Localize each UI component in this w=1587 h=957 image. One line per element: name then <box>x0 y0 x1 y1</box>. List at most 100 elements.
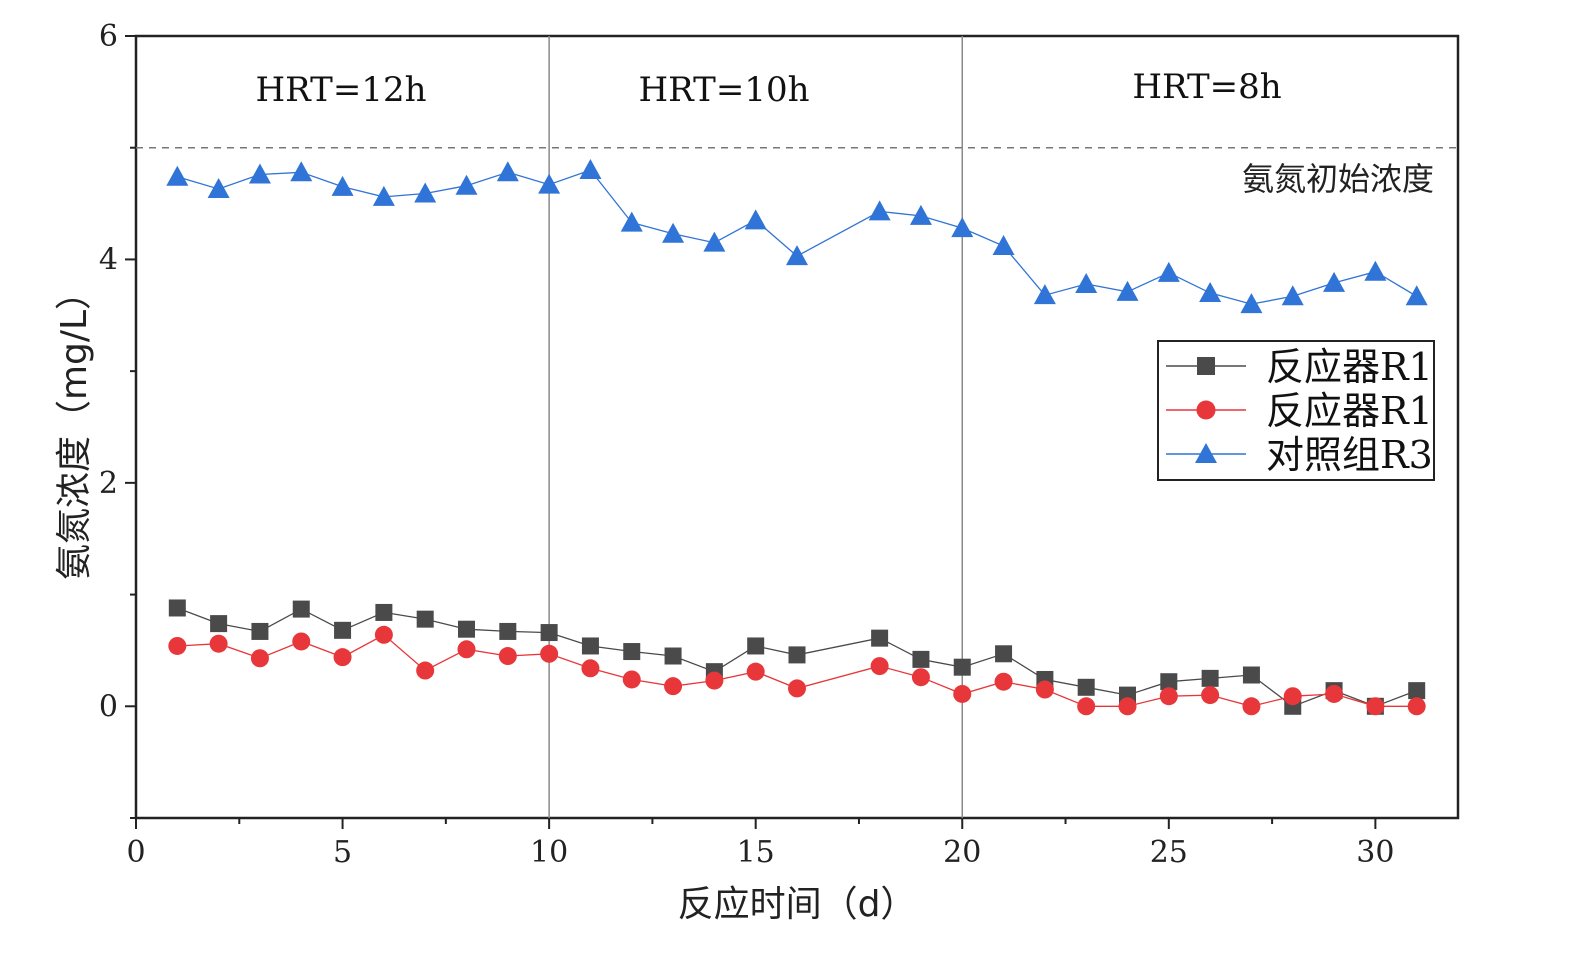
data-point-s1-20 <box>953 684 972 703</box>
data-point-s0-25 <box>1160 673 1178 691</box>
data-point-s2-9 <box>496 161 519 182</box>
legend-marker-triangle <box>1195 443 1217 463</box>
phase-label-hrt10: HRT=10h <box>639 70 810 110</box>
data-point-s2-26 <box>1199 281 1222 302</box>
data-point-s0-21 <box>995 645 1013 663</box>
x-tick-label-0: 0 <box>126 835 145 870</box>
data-point-s1-22 <box>1035 680 1054 699</box>
legend-label-r1-circle: 反应器R1 <box>1266 389 1433 433</box>
y-tick-label-4: 4 <box>99 242 118 277</box>
data-point-s1-16 <box>788 679 806 698</box>
plot-frame <box>134 34 1460 820</box>
data-point-s0-27 <box>1242 666 1260 684</box>
series-layer <box>166 159 1428 716</box>
data-point-s2-19 <box>909 204 932 225</box>
y-tick-label-6: 6 <box>99 19 118 54</box>
data-point-s2-15 <box>744 209 767 230</box>
data-point-s1-28 <box>1283 687 1302 706</box>
data-point-s2-20 <box>951 217 974 238</box>
phase-label-hrt8: HRT=8h <box>1132 67 1281 107</box>
y-axis-title: 氨氮浓度（mg/L） <box>54 274 95 580</box>
data-point-s0-10 <box>540 624 558 642</box>
data-point-s0-26 <box>1201 669 1219 687</box>
series-line-2 <box>177 169 1418 305</box>
data-point-s2-28 <box>1281 285 1304 306</box>
data-point-s0-31 <box>1408 682 1426 700</box>
data-point-s2-25 <box>1157 261 1180 282</box>
x-axis-title: 反应时间（d） <box>678 884 917 925</box>
data-point-s2-2 <box>207 178 230 199</box>
legend-label-r3-triangle: 对照组R3 <box>1266 433 1433 477</box>
data-point-s1-2 <box>209 634 228 653</box>
x-tick-label-15: 15 <box>737 835 775 870</box>
data-point-s2-5 <box>331 175 354 196</box>
reference-line-label: 氨氮初始浓度 <box>1242 160 1434 198</box>
data-point-s0-9 <box>499 622 517 640</box>
data-point-s2-18 <box>868 200 891 221</box>
data-point-s0-15 <box>747 637 765 655</box>
data-point-s2-22 <box>1033 284 1056 305</box>
data-point-s0-18 <box>871 629 889 647</box>
data-point-s2-13 <box>662 222 685 243</box>
phase-label-hrt12: HRT=12h <box>256 70 427 110</box>
data-point-s2-24 <box>1116 280 1139 301</box>
data-point-s1-4 <box>292 632 311 651</box>
data-point-s1-18 <box>870 657 889 676</box>
data-point-s1-12 <box>622 670 641 689</box>
data-point-s2-12 <box>620 211 643 232</box>
data-point-s1-21 <box>994 672 1013 691</box>
data-point-s2-21 <box>992 235 1015 256</box>
x-tick-label-25: 25 <box>1150 835 1188 870</box>
data-point-s0-11 <box>581 637 599 655</box>
data-point-s1-3 <box>250 649 269 668</box>
legend-label-r1-square: 反应器R1 <box>1266 345 1433 389</box>
data-point-s1-6 <box>374 625 393 644</box>
data-point-s1-10 <box>540 644 559 663</box>
legend-marker-circle <box>1196 400 1216 420</box>
legend: 反应器R1 反应器R1 对照组R3 <box>1157 340 1435 481</box>
data-point-s2-30 <box>1364 260 1387 281</box>
data-point-s1-29 <box>1325 684 1344 703</box>
data-point-s0-4 <box>292 600 310 618</box>
data-point-s1-24 <box>1118 697 1137 716</box>
data-point-s1-11 <box>581 659 600 678</box>
data-point-s2-3 <box>248 163 271 184</box>
data-point-s1-1 <box>168 636 187 655</box>
x-tick-label-10: 10 <box>530 835 568 870</box>
data-point-s1-25 <box>1159 687 1178 706</box>
legend-marker-square <box>1197 357 1215 375</box>
data-point-s0-1 <box>168 599 186 617</box>
data-point-s2-23 <box>1075 273 1098 294</box>
data-point-s2-27 <box>1240 293 1263 314</box>
data-point-s0-7 <box>416 610 434 628</box>
data-point-s1-31 <box>1407 697 1426 716</box>
data-point-s0-12 <box>623 643 641 661</box>
data-point-s0-2 <box>210 615 228 633</box>
data-point-s2-10 <box>538 173 561 194</box>
x-tick-label-30: 30 <box>1356 835 1394 870</box>
data-point-s0-6 <box>375 603 393 621</box>
data-point-s2-31 <box>1405 285 1428 306</box>
data-point-s1-27 <box>1242 697 1261 716</box>
data-point-s1-7 <box>416 661 435 680</box>
data-point-s0-16 <box>788 646 806 664</box>
data-point-s2-4 <box>290 161 313 182</box>
y-tick-label-2: 2 <box>99 466 118 501</box>
x-tick-label-20: 20 <box>943 835 981 870</box>
data-point-s1-23 <box>1077 697 1096 716</box>
data-point-s1-5 <box>333 648 352 667</box>
data-point-s0-20 <box>953 658 971 676</box>
data-point-s1-14 <box>705 671 724 690</box>
data-point-s1-30 <box>1366 697 1385 716</box>
data-point-s2-29 <box>1323 271 1346 292</box>
data-point-s0-19 <box>912 650 930 668</box>
data-point-s2-1 <box>166 165 189 186</box>
data-point-s1-13 <box>664 677 683 696</box>
x-tick-label-5: 5 <box>333 835 352 870</box>
data-point-s1-9 <box>498 647 517 666</box>
y-tick-label-0: 0 <box>99 689 118 724</box>
data-point-s0-3 <box>251 622 269 640</box>
data-point-s2-14 <box>703 231 726 252</box>
data-point-s1-19 <box>911 668 930 687</box>
data-point-s1-8 <box>457 640 476 659</box>
